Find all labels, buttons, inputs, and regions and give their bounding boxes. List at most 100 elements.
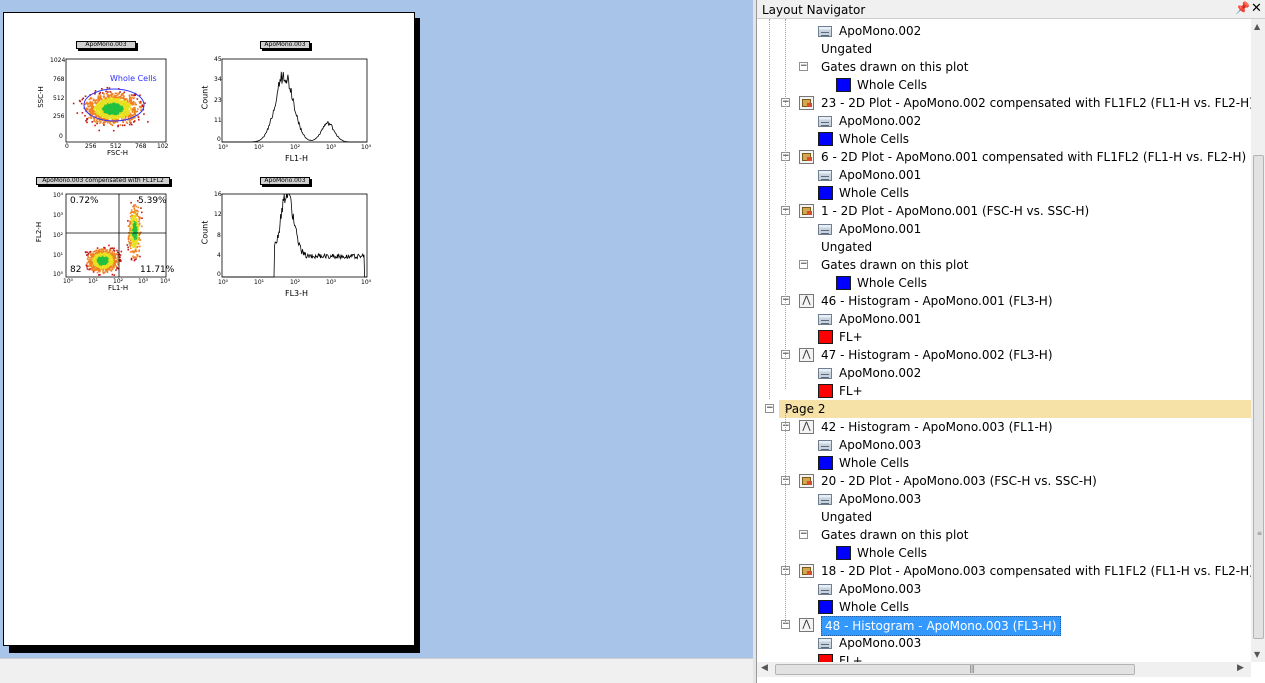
navigator-tree[interactable]: ApoMono.002 Ungated − Gates drawn on this p… [757, 19, 1251, 662]
pin-icon[interactable]: 📌 [1235, 1, 1250, 15]
event-dot [98, 263, 101, 265]
event-dot [133, 110, 136, 113]
event-dot [116, 107, 119, 110]
event-dot [134, 204, 137, 206]
plot-fl1-fl2-quadrant[interactable]: ApoMono.003 compensated with FL1FL2 10⁴ … [4, 168, 204, 308]
histogram-fl3[interactable]: ApoMono.003 16 12 8 4 0 10⁰ 10¹ 10² 10³ … [199, 168, 404, 308]
tree-item-histogram[interactable]: − ⋀ 42 - Histogram - ApoMono.003 (FL1-H) [757, 418, 1251, 436]
tree-item-ungated[interactable]: Ungated [757, 40, 1251, 58]
event-dot [93, 258, 96, 260]
scroll-left-arrow-icon[interactable]: ◀ [761, 663, 768, 673]
collapse-toggle-icon[interactable]: − [799, 529, 808, 539]
tree-item-2d-plot[interactable]: −6 - 2D Plot - ApoMono.001 compensated w… [757, 148, 1251, 166]
tree-item-data-file[interactable]: ApoMono.002 [757, 22, 1251, 40]
event-dot [102, 265, 104, 268]
tree-item-label: ApoMono.003 [839, 492, 922, 506]
tree-item-gate[interactable]: FL+ [757, 382, 1251, 400]
tree-item-2d-plot[interactable]: −18 - 2D Plot - ApoMono.003 compensated … [757, 562, 1251, 580]
event-dot [123, 124, 126, 127]
layout-page[interactable]: ApoMono.003 1024 768 512 256 0 0 256 512… [3, 12, 415, 646]
tree-item-gate[interactable]: Whole Cells [757, 184, 1251, 202]
tree-item-gate[interactable]: Whole Cells [757, 544, 1251, 562]
tree-item-gate[interactable]: FL+ [757, 652, 1251, 662]
event-dot [112, 265, 115, 268]
tree-item-gate[interactable]: Whole Cells [757, 130, 1251, 148]
tree-item-histogram[interactable]: − ⋀ 48 - Histogram - ApoMono.003 (FL3-H) [757, 616, 1251, 636]
tree-item-data-file[interactable]: ApoMono.001 [757, 166, 1251, 184]
event-dot [128, 110, 131, 112]
event-dot [130, 99, 132, 101]
scroll-up-arrow-icon[interactable]: ▲ [1254, 22, 1261, 31]
tree-item-data-file[interactable]: ApoMono.002 [757, 112, 1251, 130]
scatter-plot-icon [799, 474, 814, 488]
tree-item-data-file[interactable]: ApoMono.003 [757, 580, 1251, 598]
vertical-scrollbar[interactable]: ▲ ≡ ▼ [1251, 19, 1265, 662]
horizontal-scroll-thumb[interactable]: ||| [775, 664, 1135, 675]
tree-item-data-file[interactable]: ApoMono.003 [757, 490, 1251, 508]
tree-item-gate[interactable]: Whole Cells [757, 274, 1251, 292]
tree-item-data-file[interactable]: ApoMono.003 [757, 436, 1251, 454]
event-dot [125, 115, 127, 118]
collapse-toggle-icon[interactable]: − [765, 403, 774, 413]
tree-item-gate[interactable]: Whole Cells [757, 76, 1251, 94]
tree-item-ungated[interactable]: Ungated [757, 238, 1251, 256]
tree-item-gate[interactable]: FL+ [757, 328, 1251, 346]
tree-item-data-file[interactable]: ApoMono.002 [757, 364, 1251, 382]
horizontal-scrollbar[interactable]: ◀ ||| ▶ [757, 662, 1251, 677]
event-dot [126, 102, 128, 105]
close-icon[interactable]: ✕ [1251, 1, 1262, 16]
tree-item-2d-plot[interactable]: −23 - 2D Plot - ApoMono.002 compensated … [757, 94, 1251, 112]
tree-item-gates-group[interactable]: − Gates drawn on this plot [757, 526, 1251, 544]
event-dot [113, 118, 115, 120]
tree-item-data-file[interactable]: ApoMono.003 [757, 634, 1251, 652]
tree-item-label: Whole Cells [839, 132, 910, 146]
scroll-down-arrow-icon[interactable]: ▼ [1254, 650, 1261, 659]
event-dot [99, 114, 102, 116]
tree-item-label: Ungated [821, 510, 873, 524]
event-dot [108, 261, 111, 263]
event-dot [134, 236, 136, 239]
collapse-toggle-icon[interactable]: − [799, 259, 808, 269]
tree-item-page[interactable]: − Page 2 [765, 400, 1251, 418]
event-dot [105, 107, 107, 109]
event-dot [134, 211, 137, 214]
vertical-scroll-thumb[interactable]: ≡ [1253, 155, 1264, 639]
data-file-icon [818, 224, 832, 235]
tree-item-data-file[interactable]: ApoMono.001 [757, 220, 1251, 238]
grip-icon: ||| [969, 664, 975, 673]
event-dot [101, 87, 103, 90]
event-dot [110, 106, 113, 109]
layout-canvas[interactable]: ApoMono.003 1024 768 512 256 0 0 256 512… [0, 0, 753, 658]
tree-item-histogram[interactable]: − ⋀ 47 - Histogram - ApoMono.002 (FL3-H) [757, 346, 1251, 364]
panel-splitter[interactable] [753, 0, 756, 683]
event-dot [135, 220, 138, 223]
event-dot [111, 118, 113, 120]
histogram-fl1[interactable]: ApoMono.003 45 34 23 11 0 10⁰ 10¹ 10² 10… [199, 13, 404, 173]
tree-item-ungated[interactable]: Ungated [757, 508, 1251, 526]
tree-item-histogram[interactable]: − ⋀ 46 - Histogram - ApoMono.001 (FL3-H) [757, 292, 1251, 310]
x-tick: 256 [85, 143, 97, 150]
tree-item-gate[interactable]: Whole Cells [757, 598, 1251, 616]
event-dot [93, 256, 96, 259]
tree-item-gates-group[interactable]: − Gates drawn on this plot [757, 58, 1251, 76]
event-dot [131, 220, 134, 223]
event-dot [114, 115, 117, 117]
tree-item-data-file[interactable]: ApoMono.001 [757, 310, 1251, 328]
tree-item-2d-plot[interactable]: −20 - 2D Plot - ApoMono.003 (FSC-H vs. S… [757, 472, 1251, 490]
scroll-right-arrow-icon[interactable]: ▶ [1237, 663, 1244, 673]
event-dot [137, 239, 139, 241]
collapse-toggle-icon[interactable]: − [799, 61, 808, 71]
event-dot [101, 113, 103, 115]
event-dot [105, 108, 108, 111]
event-dot [116, 105, 118, 108]
event-dot [106, 100, 108, 103]
scatter-plot-icon [799, 96, 814, 110]
event-dot [93, 109, 96, 111]
event-dot [130, 114, 132, 116]
event-dot [139, 245, 141, 248]
tree-item-gate[interactable]: Whole Cells [757, 454, 1251, 472]
event-dot [107, 269, 110, 271]
plot-fsc-ssc[interactable]: ApoMono.003 1024 768 512 256 0 0 256 512… [4, 13, 204, 173]
tree-item-gates-group[interactable]: − Gates drawn on this plot [757, 256, 1251, 274]
tree-item-2d-plot[interactable]: −1 - 2D Plot - ApoMono.001 (FSC-H vs. SS… [757, 202, 1251, 220]
